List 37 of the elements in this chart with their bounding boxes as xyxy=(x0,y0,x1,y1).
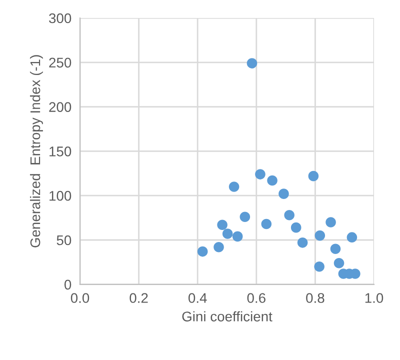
point xyxy=(214,242,224,252)
y-tick-label: 50 xyxy=(56,235,72,246)
y-axis-title: Generalized Entropy Index (-1) xyxy=(30,55,43,248)
point xyxy=(267,175,278,186)
x-tick-label: 0.4 xyxy=(188,293,207,303)
x-axis-title: Gini coefficient xyxy=(182,311,272,322)
point xyxy=(278,188,289,199)
point xyxy=(246,58,258,68)
point xyxy=(261,218,272,230)
point xyxy=(290,222,302,233)
y-tick-label: 150 xyxy=(50,146,72,156)
point xyxy=(222,228,233,239)
point xyxy=(297,238,308,248)
x-tick-label: 0.0 xyxy=(70,293,90,303)
y-tick-label: 100 xyxy=(50,190,72,201)
y-tick-label: 0 xyxy=(64,280,72,290)
point xyxy=(217,220,228,230)
point xyxy=(232,231,243,242)
point xyxy=(255,169,266,180)
point xyxy=(314,230,326,241)
y-tick-label: 250 xyxy=(49,58,72,68)
point xyxy=(308,170,319,182)
point xyxy=(314,261,324,272)
x-tick-label: 1.0 xyxy=(365,293,384,303)
point xyxy=(346,232,358,242)
point xyxy=(228,182,240,192)
x-tick-label: 0.8 xyxy=(306,293,324,303)
point xyxy=(334,258,344,268)
point xyxy=(330,244,341,254)
x-tick-label: 0.2 xyxy=(130,293,148,303)
point xyxy=(197,246,208,257)
x-tick-label: 0.6 xyxy=(247,293,266,303)
point xyxy=(240,212,250,222)
point xyxy=(326,217,336,228)
y-tick-label: 300 xyxy=(49,13,72,24)
point xyxy=(284,210,294,220)
y-tick-label: 200 xyxy=(49,102,72,112)
